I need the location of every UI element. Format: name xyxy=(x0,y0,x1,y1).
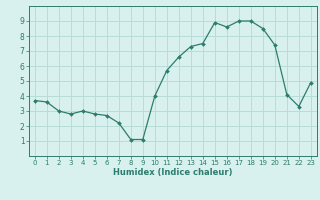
X-axis label: Humidex (Indice chaleur): Humidex (Indice chaleur) xyxy=(113,168,233,177)
